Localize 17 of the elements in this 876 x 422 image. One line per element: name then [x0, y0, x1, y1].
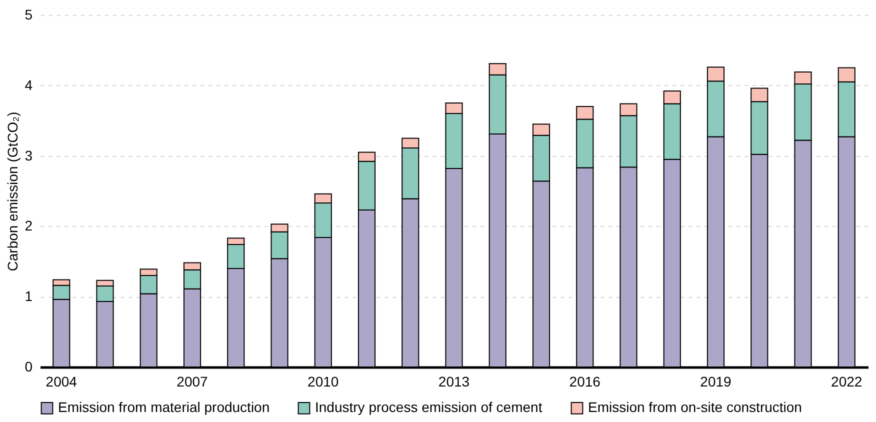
- x-tick-label: 2010: [308, 374, 339, 390]
- y-axis-title: Carbon emission (GtCO₂): [4, 112, 21, 272]
- x-tick-label: 2004: [46, 374, 78, 390]
- y-tick-label: 5: [24, 6, 33, 22]
- legend-label: Emission from on-site construction: [588, 399, 802, 416]
- x-tick-label: 2022: [831, 374, 862, 390]
- y-tick-label: 0: [24, 358, 33, 374]
- x-tick-label: 2019: [700, 374, 732, 390]
- y-tick-label: 2: [24, 218, 33, 234]
- legend-label: Industry process emission of cement: [315, 399, 542, 416]
- legend-label: Emission from material production: [58, 399, 270, 416]
- y-tick-label: 4: [24, 76, 33, 93]
- y-tick-label: 3: [24, 147, 33, 164]
- y-tick-label: 1: [24, 288, 33, 304]
- x-tick-label: 2016: [569, 374, 601, 390]
- x-tick-label: 2007: [176, 374, 208, 390]
- x-tick-label: 2013: [438, 374, 470, 390]
